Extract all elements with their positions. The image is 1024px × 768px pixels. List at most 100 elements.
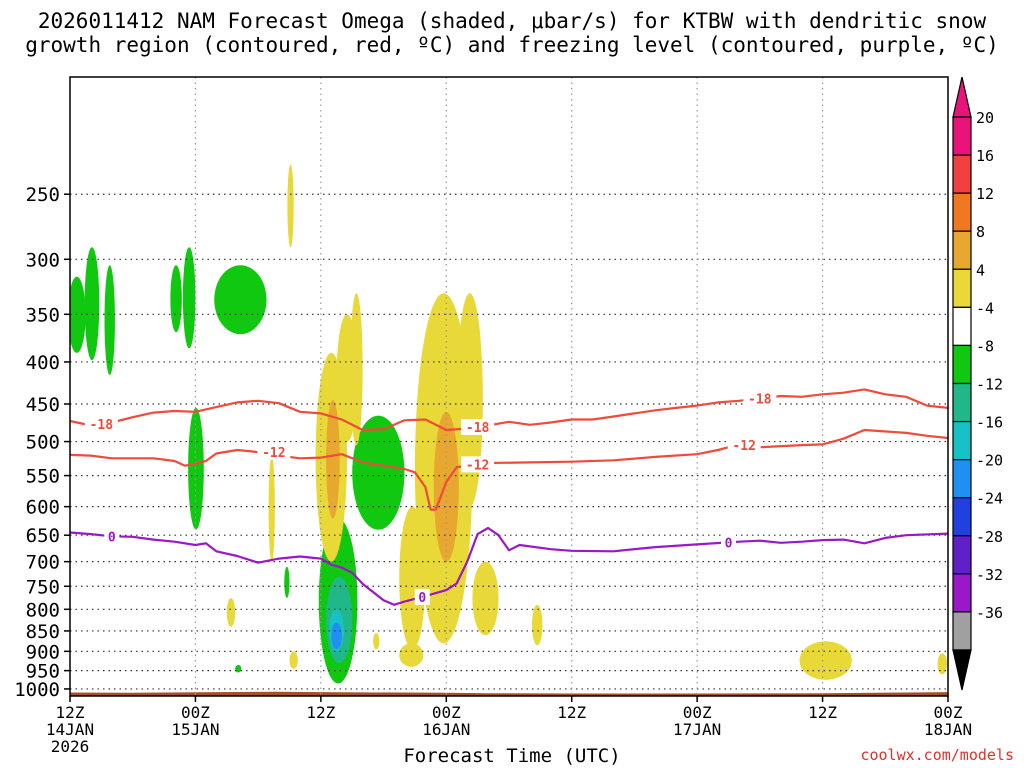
- omega-region-12: [235, 664, 242, 673]
- y-tick-label-800: 800: [26, 599, 60, 621]
- colorbar-swatch-5: [952, 306, 972, 347]
- colorbar-label-2: 12: [976, 185, 994, 203]
- contour-label-bg-1-0: [257, 443, 291, 460]
- omega-region-22: [472, 561, 499, 636]
- colorbar-label-8: -16: [976, 414, 1003, 432]
- contour-label-1-2: -12: [732, 439, 755, 454]
- y-tick-label-450: 450: [26, 394, 60, 416]
- contour-label-0-1: -18: [466, 421, 490, 436]
- colorbar-swatch-9: [952, 459, 972, 499]
- colorbar-top-arrow: [952, 76, 972, 118]
- y-tick-label-600: 600: [26, 497, 60, 519]
- contour-label-bg-1-2: [727, 437, 761, 454]
- contour-label-bg-0-2: [743, 390, 777, 407]
- contour-label-0-2: -18: [748, 392, 772, 407]
- y-tick-label-850: 850: [26, 621, 60, 643]
- colorbar-swatch-10: [952, 497, 972, 537]
- contour-label-bg-2-2: [721, 534, 736, 551]
- colorbar-label-5: -4: [976, 299, 994, 317]
- omega-region-11: [331, 622, 342, 650]
- y-tick-label-500: 500: [26, 432, 60, 454]
- omega-region-28: [799, 641, 852, 680]
- chart-title-line1: 2026011412 NAM Forecast Omega (shaded, μ…: [37, 9, 987, 33]
- ground-layer: [70, 691, 948, 696]
- colorbar-swatch-1: [952, 154, 972, 194]
- contour-label-bg-0-0: [84, 416, 118, 433]
- x-tick-label-h72-0: 12Z: [808, 703, 837, 722]
- y-tick-label-700: 700: [26, 552, 60, 574]
- omega-region-4: [182, 247, 196, 349]
- colorbar-swatch-7: [952, 382, 972, 423]
- y-tick-label-550: 550: [26, 466, 60, 488]
- colorbar-label-7: -12: [976, 376, 1003, 394]
- omega-region-30: [326, 399, 340, 519]
- omega-region-13: [284, 566, 290, 598]
- colorbar-label-1: 16: [976, 147, 994, 165]
- y-tick-label-650: 650: [26, 525, 60, 547]
- y-tick-label-750: 750: [26, 576, 60, 598]
- y-tick-label-250: 250: [26, 184, 60, 206]
- y-tick-label-900: 900: [26, 641, 60, 663]
- omega-region-26: [289, 651, 298, 669]
- colorbar-swatch-12: [952, 573, 972, 613]
- contour-label-bg-0-1: [461, 419, 495, 436]
- colorbar-label-6: -8: [976, 337, 994, 355]
- contour-label-2-1: 0: [418, 591, 426, 606]
- omega-region-27: [531, 604, 543, 646]
- contour-label-0-0: -18: [90, 418, 114, 433]
- x-tick-label-h0-2: 2026: [51, 737, 90, 756]
- x-tick-label-h84-1: 18JAN: [924, 720, 972, 739]
- omega-region-14: [287, 164, 294, 248]
- axes-layer: 2503003504004505005506006507007508008509…: [14, 76, 972, 756]
- credit-link[interactable]: coolwx.com/models: [860, 746, 1014, 764]
- omega-region-3: [170, 265, 182, 333]
- omega-region-5: [214, 265, 267, 335]
- y-tick-label-400: 400: [26, 352, 60, 374]
- contour-label-1-1: -12: [466, 458, 489, 473]
- colorbar-swatch-11: [952, 535, 972, 575]
- chart-title-line2: growth region (contoured, red, ºC) and f…: [25, 33, 999, 57]
- x-tick-label-h36-0: 00Z: [432, 703, 461, 722]
- colorbar-swatch-0: [952, 116, 972, 156]
- contour-0: [70, 388, 948, 432]
- contour-label-bg-2-0: [104, 528, 120, 545]
- omega-region-31: [433, 411, 459, 562]
- colorbar-swatch-4: [952, 268, 972, 308]
- x-tick-label-h12-1: 15JAN: [171, 720, 219, 739]
- x-tick-label-h24-0: 12Z: [306, 703, 335, 722]
- y-tick-label-300: 300: [26, 249, 60, 271]
- contour-label-2-0: 0: [108, 530, 116, 545]
- x-axis-label: Forecast Time (UTC): [403, 745, 621, 767]
- colorbar-label-12: -32: [976, 566, 1003, 584]
- omega-region-24: [373, 633, 380, 650]
- ground-surface: [70, 691, 948, 696]
- x-tick-label-h60-1: 17JAN: [673, 720, 721, 739]
- colorbar: 20 16 12 8 4 -4 -8 -12 -16 -20 -24 -28 -32 -36: [952, 76, 1003, 691]
- omega-region-25: [226, 597, 236, 627]
- contour-label-bg-1-1: [461, 456, 495, 473]
- omega-region-2: [104, 265, 115, 376]
- y-tick-label-1000: 1000: [14, 679, 60, 701]
- omega-region-17: [350, 293, 363, 446]
- colorbar-swatch-2: [952, 192, 972, 232]
- contour-label-bg-2-1: [414, 588, 430, 605]
- omega-shading-layer: [70, 164, 947, 684]
- colorbar-swatch-8: [952, 420, 972, 461]
- colorbar-bottom-arrow: [952, 649, 972, 691]
- x-tick-label-h12-0: 00Z: [181, 703, 210, 722]
- colorbar-label-0: 20: [976, 109, 994, 127]
- omega-region-1: [84, 247, 100, 361]
- colorbar-label-4: 4: [976, 261, 985, 279]
- contour-label-1-0: -12: [262, 446, 285, 461]
- x-tick-label-h36-1: 16JAN: [422, 720, 470, 739]
- colorbar-swatch-6: [952, 344, 972, 385]
- contour-1: [70, 428, 948, 511]
- colorbar-label-9: -20: [976, 452, 1003, 470]
- contour-2: [70, 526, 948, 606]
- colorbar-label-3: 8: [976, 223, 985, 241]
- contour-label-2-2: 0: [725, 536, 733, 551]
- omega-region-29: [937, 653, 947, 675]
- x-tick-label-h0-1: 14JAN: [46, 720, 94, 739]
- colorbar-swatch-3: [952, 230, 972, 270]
